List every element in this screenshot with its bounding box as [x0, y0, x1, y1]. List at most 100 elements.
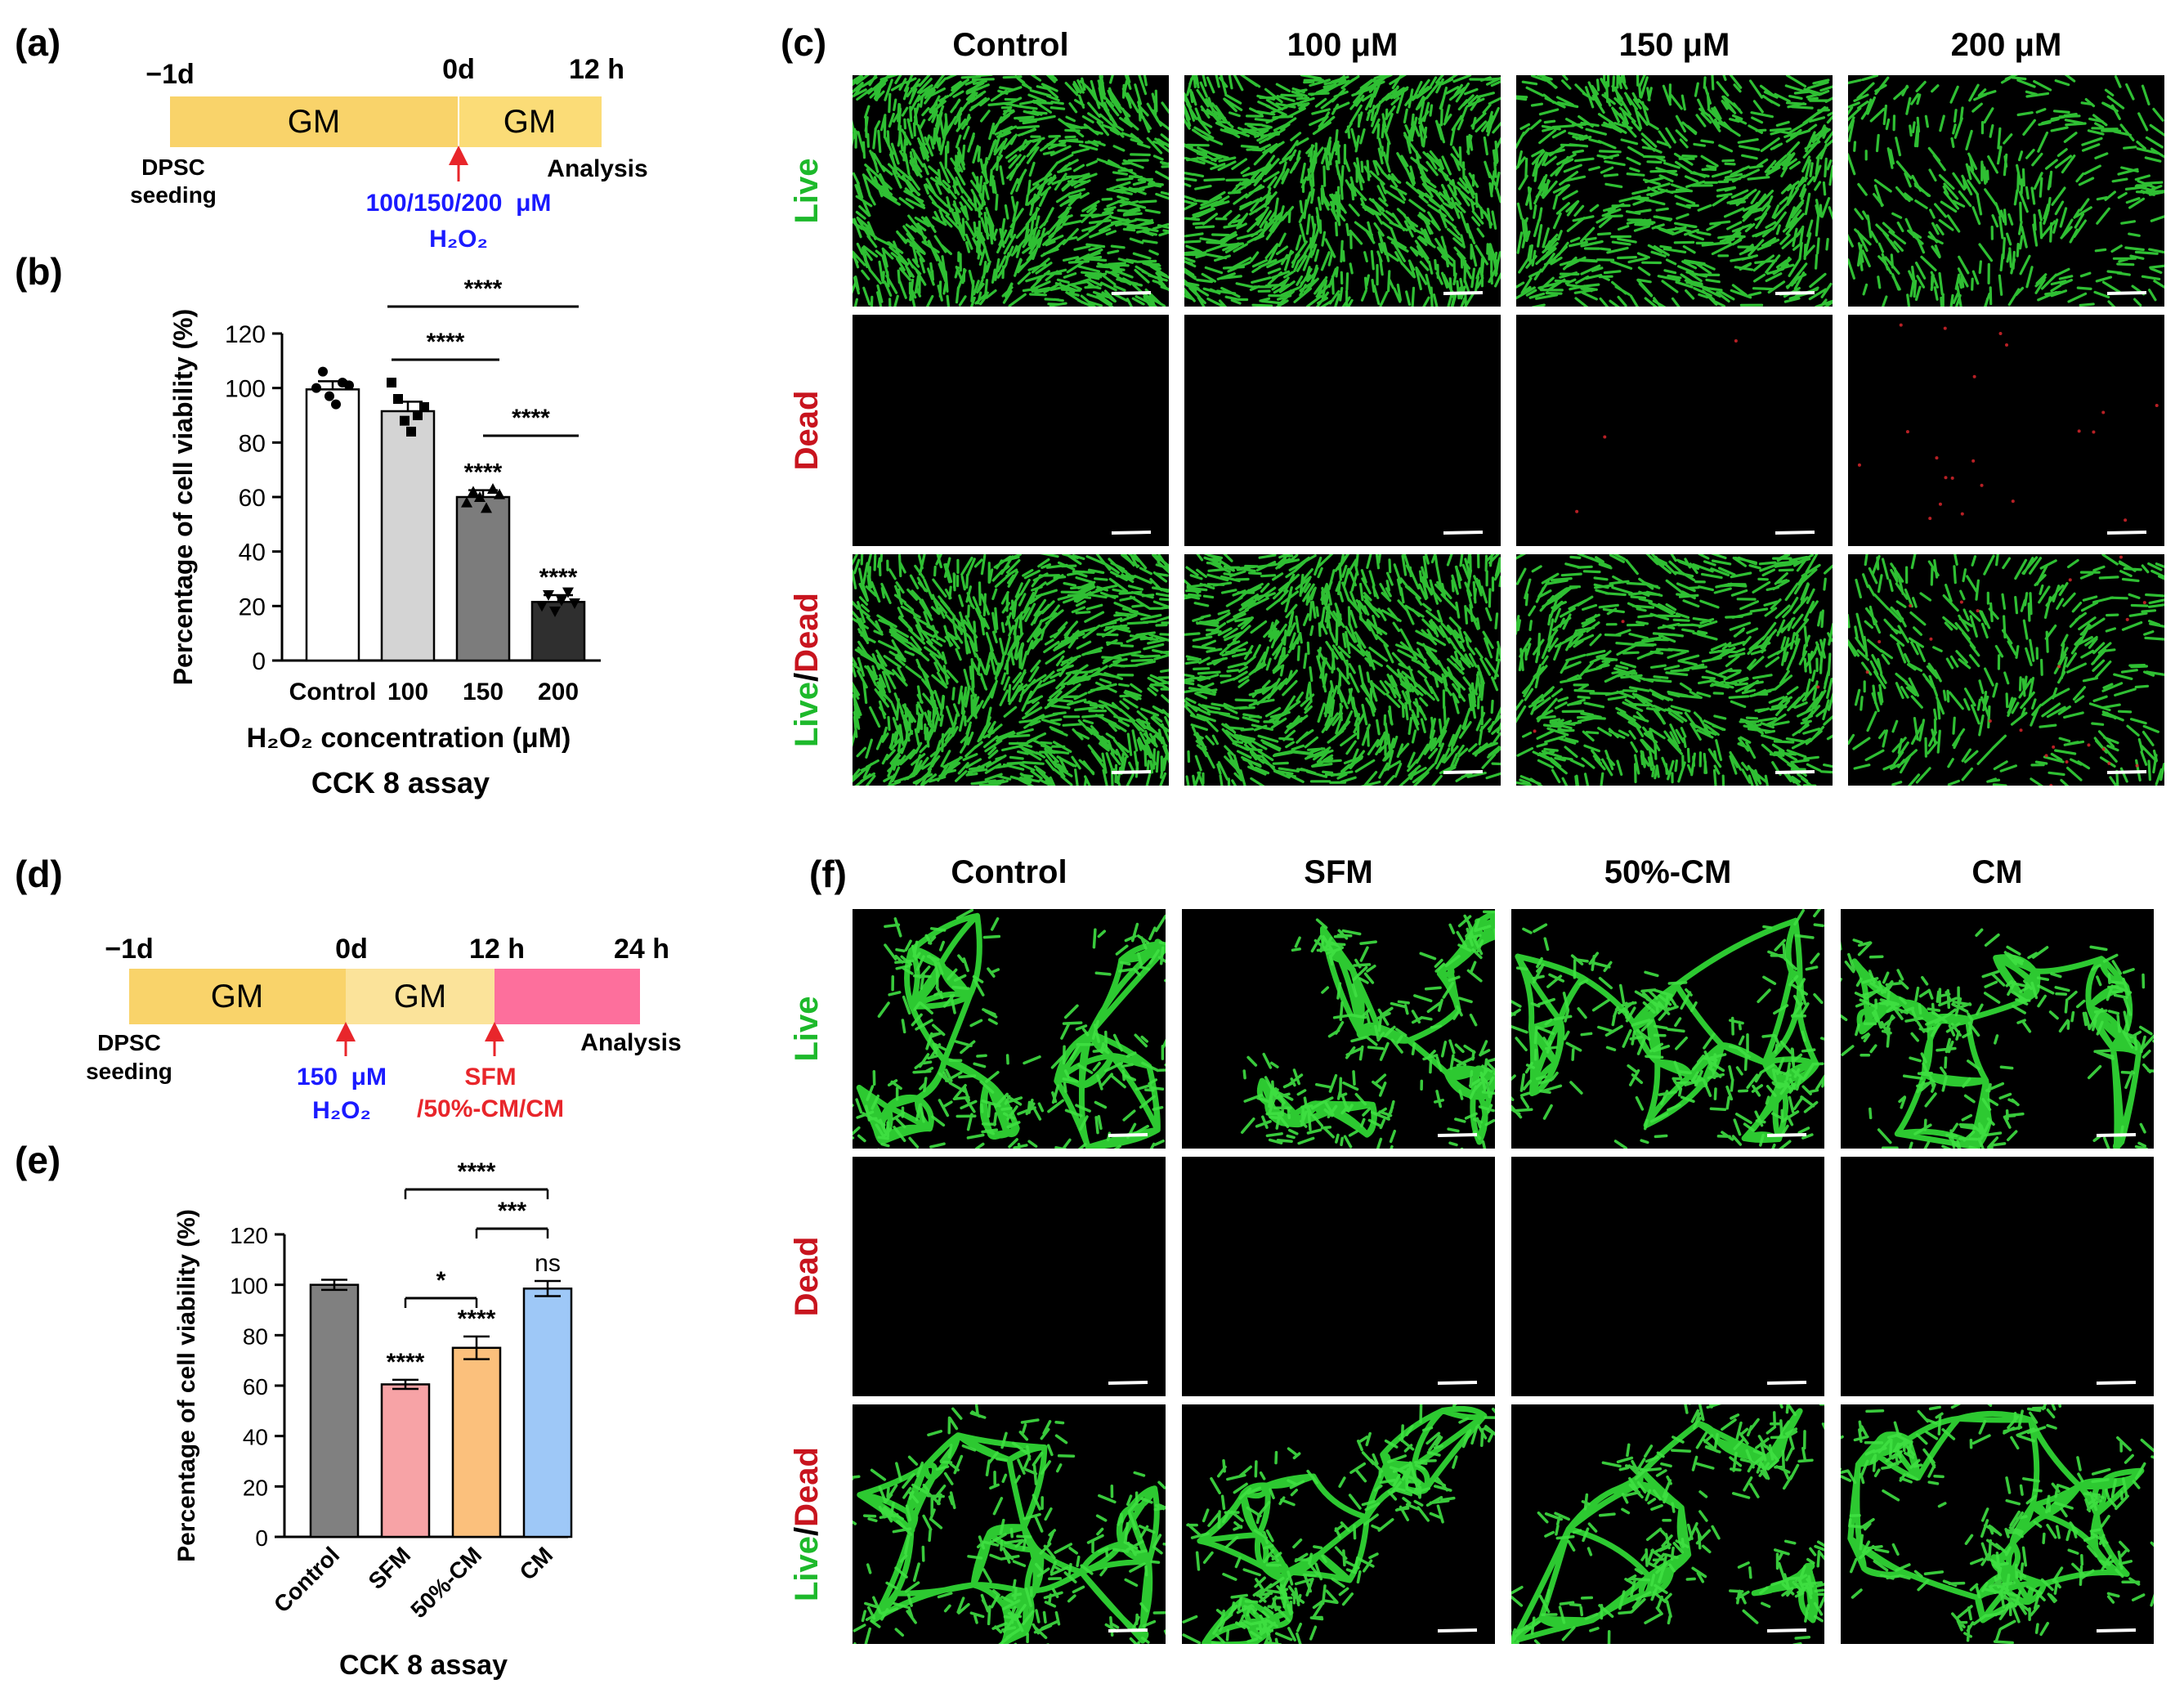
panel-label-a: (a) [15, 21, 60, 64]
dead-cell [1971, 459, 1976, 463]
scale-bar [1443, 531, 1484, 535]
timeline-d-treat1: 150 μM [297, 1064, 387, 1091]
dead-cell [2142, 601, 2146, 605]
dead-cell [1899, 323, 1903, 327]
dead-cell [1959, 600, 1963, 604]
scale-bar [2106, 770, 2147, 774]
timeline-d: GM GM −1d 0d 12 h 24 h DPSC seeding Anal… [86, 934, 682, 1124]
micro-tile [1182, 1157, 1495, 1396]
micro-tile-content [853, 554, 1169, 786]
timeline-a-seeding-2: seeding [130, 182, 217, 208]
micro-tile-content [1240, 910, 1495, 1149]
timeline-a-segment-2-label: GM [503, 104, 556, 140]
micro-tile [1841, 1157, 2154, 1396]
micro-tile-content [1443, 531, 1484, 535]
data-point [406, 427, 416, 437]
row-label-live: Live [789, 1536, 825, 1601]
micro-tile-content [2096, 1381, 2137, 1385]
column-header: CM [1971, 854, 2022, 890]
row-label-dead: Dead [789, 593, 825, 673]
chart-caption: CCK 8 assay [339, 1650, 508, 1681]
bar [380, 1383, 431, 1538]
column-header: 200 μM [1951, 27, 2062, 63]
dead-cell [1980, 483, 1984, 487]
timeline-d-treat1-chem: H₂O₂ [312, 1097, 371, 1124]
micro-tile [853, 1157, 1166, 1396]
y-tick-label: 0 [252, 648, 266, 675]
dead-cell [1533, 729, 1537, 733]
timeline-a-segment-1-label: GM [288, 104, 340, 140]
row-label-slash: / [789, 1527, 825, 1536]
cell-layer [1516, 75, 1833, 307]
column-header: 50%-CM [1604, 854, 1732, 890]
dead-cell [1976, 609, 1980, 613]
dead-cell [2107, 761, 2111, 765]
y-tick-label: 120 [230, 1223, 268, 1248]
micro-tile-content [1857, 323, 2159, 535]
data-point [549, 607, 561, 617]
micro-tile-content [1182, 1404, 1495, 1644]
data-point [419, 402, 429, 412]
y-tick-label: 20 [243, 1475, 268, 1500]
micro-tile [1848, 315, 2164, 546]
timeline-d-seeding-1: DPSC [97, 1030, 161, 1055]
timeline-d-segment-2-label: GM [394, 979, 446, 1014]
data-point [324, 391, 334, 401]
micro-tile-content [1841, 928, 2154, 1149]
y-tick-label: 100 [230, 1274, 268, 1299]
dead-cell [2092, 430, 2096, 434]
timeline-d-tick-2: 12 h [469, 934, 525, 965]
micro-tile [1516, 315, 1833, 546]
dead-cell [1928, 517, 1932, 521]
dead-cell [2052, 745, 2056, 749]
y-tick-label: 40 [239, 540, 266, 567]
column-header: 150 μM [1619, 27, 1730, 63]
dead-cell [1877, 639, 1882, 643]
dead-cell [1865, 670, 1869, 674]
timeline-d-tick-0: −1d [105, 934, 154, 965]
cell-cluster [1841, 928, 2154, 1149]
scale-bar [1108, 1628, 1148, 1633]
dead-cell [1816, 685, 1820, 689]
bar-annotation: ns [535, 1250, 561, 1277]
dead-cell [1857, 463, 1861, 467]
x-tick-label: 150 [463, 679, 503, 705]
scale-bar [1774, 770, 1815, 774]
y-tick-label: 60 [239, 485, 266, 512]
cell-cluster [1511, 909, 1824, 1149]
y-tick-label: 120 [225, 321, 266, 348]
micro-tile-content [1511, 909, 1824, 1149]
row-label: Live [789, 158, 825, 223]
timeline-a: GM GM −1d 0d 12 h DPSC seeding Analysis … [130, 54, 648, 253]
micro-tile-content [1516, 554, 1833, 786]
scale-bar [1437, 1381, 1478, 1385]
dead-cell [2155, 404, 2159, 408]
scale-bar [1111, 531, 1152, 535]
timeline-a-analysis: Analysis [547, 155, 647, 182]
data-point [318, 366, 328, 377]
dead-cell [1972, 374, 1976, 378]
dead-cell [1938, 502, 1942, 506]
micro-grid-c: Control 100 μM 150 μM 200 μMLiveDeadLive/De… [789, 27, 2164, 786]
dead-cell [1944, 476, 1948, 480]
row-label-dead: Dead [789, 1447, 825, 1527]
data-point [387, 378, 396, 387]
data-point [494, 488, 505, 499]
y-axis-title: Percentage of cell viability (%) [173, 1209, 200, 1562]
micro-tile-content [1184, 554, 1501, 786]
row-label-slash: / [789, 673, 825, 682]
timeline-d-seeding-2: seeding [86, 1059, 172, 1084]
micro-tile-content [1841, 1404, 2154, 1644]
x-tick-label: CM [515, 1542, 558, 1585]
micro-tile-content [1516, 75, 1833, 307]
data-point [474, 491, 486, 502]
timeline-d-segment-1-label: GM [211, 979, 263, 1014]
row-label: Live [789, 996, 825, 1061]
scale-bar [1437, 1628, 1478, 1633]
x-tick-label: 100 [387, 679, 428, 705]
cell-cluster [1511, 1404, 1824, 1644]
timeline-d-analysis: Analysis [580, 1029, 681, 1056]
data-point [413, 410, 423, 420]
micro-tile-content [1848, 75, 2164, 307]
